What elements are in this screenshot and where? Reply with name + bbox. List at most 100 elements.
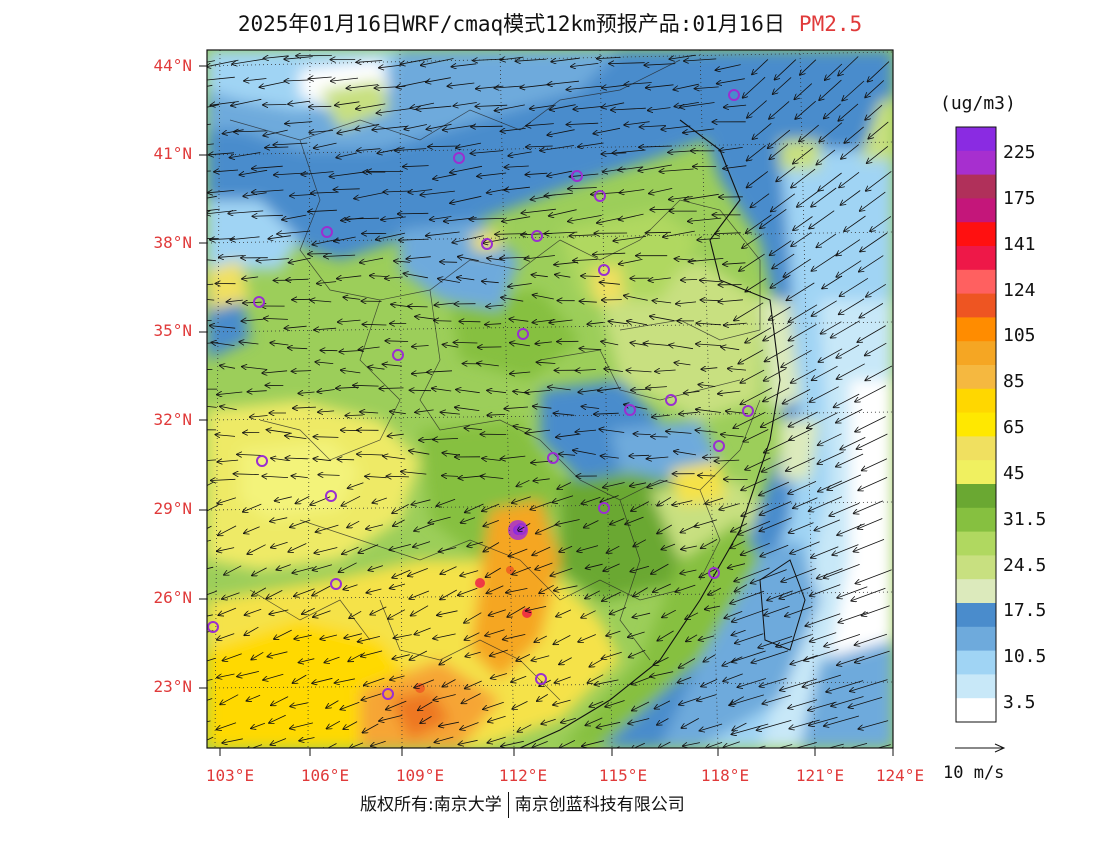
wind-arrow (471, 126, 503, 127)
wind-arrow (786, 457, 815, 471)
wind-arrow (784, 258, 811, 277)
wind-arrow (733, 411, 766, 428)
wind-arrow (619, 259, 643, 264)
wind-arrow (505, 166, 529, 167)
wind-arrow (602, 102, 625, 108)
wind-arrow (207, 525, 212, 529)
wind-arrow (719, 147, 743, 150)
wind-arrow (785, 606, 813, 617)
wind-arrow (392, 569, 411, 578)
wind-arrow (646, 232, 672, 233)
wind-arrow (286, 458, 308, 459)
wind-arrow (293, 407, 316, 408)
wind-arrow (603, 563, 620, 571)
wind-arrow (795, 83, 813, 100)
wind-arrow (696, 409, 722, 412)
wind-arrow (214, 170, 239, 172)
wind-arrow (285, 326, 307, 328)
wind-arrow (207, 459, 217, 461)
city-marker (598, 264, 610, 276)
wind-arrow (631, 501, 649, 511)
wind-arrow (487, 414, 506, 415)
wind-arrow (657, 630, 674, 641)
wind-arrow (310, 300, 332, 302)
wind-arrow (341, 701, 360, 709)
wind-arrow (231, 98, 262, 105)
wind-arrow (658, 741, 671, 748)
wind-arrow (684, 193, 719, 199)
wind-arrow (439, 547, 457, 552)
wind-arrow (697, 694, 717, 701)
lon-label: 103°E (205, 766, 255, 785)
legend-label: 31.5 (1003, 509, 1047, 530)
wind-arrow (347, 84, 379, 89)
wind-arrow (654, 657, 669, 665)
wind-arrow (836, 344, 860, 358)
wind-arrow (406, 257, 431, 259)
wind-arrow (738, 678, 767, 688)
wind-arrow (680, 102, 715, 108)
wind-arrow (649, 278, 671, 281)
wind-arrow (599, 429, 625, 433)
wind-arrow (701, 368, 718, 370)
city-marker (531, 230, 543, 242)
wind-arrow (411, 605, 429, 616)
wind-arrow (795, 100, 816, 119)
wind-arrow (234, 131, 267, 132)
wind-arrow (313, 564, 333, 571)
wind-arrow (611, 108, 646, 110)
wind-arrow (217, 673, 235, 678)
wind-arrow (651, 563, 669, 574)
wind-arrow (262, 476, 289, 478)
wind-arrow (580, 349, 602, 350)
wind-arrow (866, 283, 887, 296)
wind-arrow (365, 476, 387, 477)
wind-arrow (473, 59, 505, 61)
wind-arrow (761, 412, 789, 427)
wind-arrow (400, 57, 432, 64)
wind-arrow (508, 284, 532, 287)
wind-arrow (819, 122, 843, 142)
axis-ticks (199, 65, 894, 756)
wind-arrow (465, 632, 480, 640)
wind-arrow (207, 123, 211, 125)
wind-arrow (684, 59, 717, 61)
wind-arrow (481, 476, 504, 478)
wind-arrow (344, 633, 362, 638)
wind-arrow (439, 656, 453, 664)
colorbar-swatch (956, 436, 996, 461)
wind-arrow (582, 406, 600, 408)
wind-arrow (410, 390, 432, 391)
wind-arrow (824, 634, 861, 646)
city-marker (382, 688, 394, 700)
lon-label: 118°E (700, 766, 750, 785)
wind-arrow (415, 627, 431, 634)
wind-arrow (732, 723, 769, 734)
wind-arrow (760, 517, 792, 531)
wind-arrow (649, 188, 673, 193)
wind-arrow (760, 544, 789, 556)
wind-arrow (776, 166, 796, 182)
city-marker (321, 226, 333, 238)
wind-reference-arrow (955, 743, 1006, 753)
wind-arrow (416, 105, 452, 109)
wind-arrow (851, 587, 886, 601)
wind-arrow (292, 567, 314, 574)
wind-arrow (678, 676, 692, 682)
wind-arrow (526, 124, 554, 126)
wind-arrow (290, 722, 313, 729)
wind-arrow (701, 539, 718, 548)
wind-arrow (570, 235, 596, 236)
wind-arrow (267, 430, 292, 434)
wind-arrow (207, 657, 216, 662)
wind-arrow (865, 80, 885, 97)
wind-arrow (580, 301, 597, 302)
city-marker (515, 523, 527, 535)
wind-arrow (442, 476, 459, 477)
wind-arrow (317, 390, 335, 392)
wind-arrow (777, 744, 793, 748)
wind-arrow (535, 342, 552, 344)
wind-arrow (253, 215, 283, 216)
wind-arrow (277, 231, 311, 234)
wind-arrow (584, 520, 599, 528)
